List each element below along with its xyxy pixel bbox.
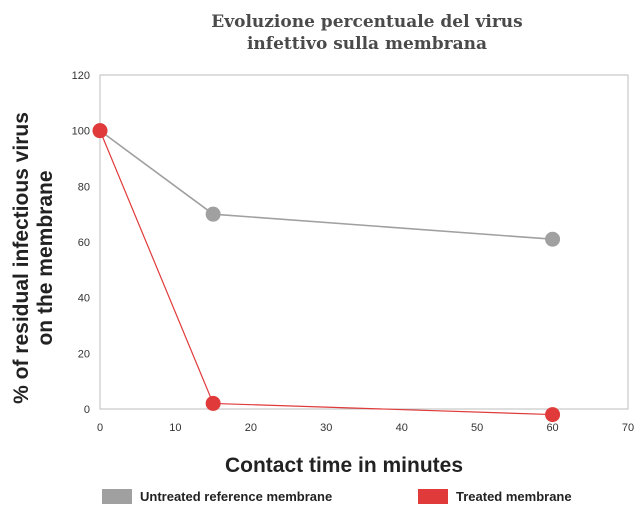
y-tick-label: 100 [72, 126, 90, 138]
series-layer [92, 123, 561, 423]
chart-title-line-1: Evoluzione percentuale del virus [211, 12, 522, 32]
series-0 [92, 123, 561, 247]
plot-frame [99, 74, 629, 410]
series-line [99, 130, 553, 416]
data-point [545, 231, 561, 247]
y-axis-label-line-1: % of residual infectious virus [10, 112, 33, 404]
data-point [92, 123, 108, 139]
x-tick-label: 50 [471, 422, 483, 434]
legend-item-untreated: Untreated reference membrane [102, 489, 332, 504]
y-tick-label: 60 [78, 237, 90, 249]
y-tick-label: 120 [72, 70, 90, 82]
data-point [205, 395, 221, 411]
legend-swatch-untreated [102, 489, 132, 504]
x-tick-label: 0 [97, 422, 103, 434]
data-point [205, 206, 221, 222]
legend-label-untreated: Untreated reference membrane [140, 489, 332, 504]
legend-swatch-treated [418, 489, 448, 504]
chart-title-line-2: infettivo sulla membrana [247, 34, 487, 54]
x-tick-label: 30 [320, 422, 332, 434]
chart-title: Evoluzione percentuale del virus infetti… [211, 12, 522, 54]
x-axis-ticks: 0 10 20 30 40 50 60 70 [97, 422, 634, 434]
series-1 [92, 123, 561, 423]
x-tick-label: 20 [245, 422, 257, 434]
legend-label-treated: Treated membrane [456, 489, 572, 504]
y-tick-label: 80 [78, 181, 90, 193]
y-tick-label: 0 [84, 404, 90, 416]
x-tick-label: 10 [169, 422, 181, 434]
series-line [99, 130, 553, 241]
y-axis-label: % of residual infectious virus on the me… [10, 112, 57, 404]
x-axis-label: Contact time in minutes [225, 454, 463, 477]
legend: Untreated reference membrane Treated mem… [102, 489, 572, 504]
data-point [545, 407, 561, 423]
y-tick-label: 20 [78, 348, 90, 360]
legend-item-treated: Treated membrane [418, 489, 572, 504]
y-tick-label: 40 [78, 293, 90, 305]
x-tick-label: 40 [396, 422, 408, 434]
y-axis-label-line-2: on the membrane [34, 170, 57, 345]
x-tick-label: 70 [622, 422, 634, 434]
x-tick-label: 60 [546, 422, 558, 434]
y-axis-ticks: 0 20 40 60 80 100 120 [72, 70, 90, 416]
